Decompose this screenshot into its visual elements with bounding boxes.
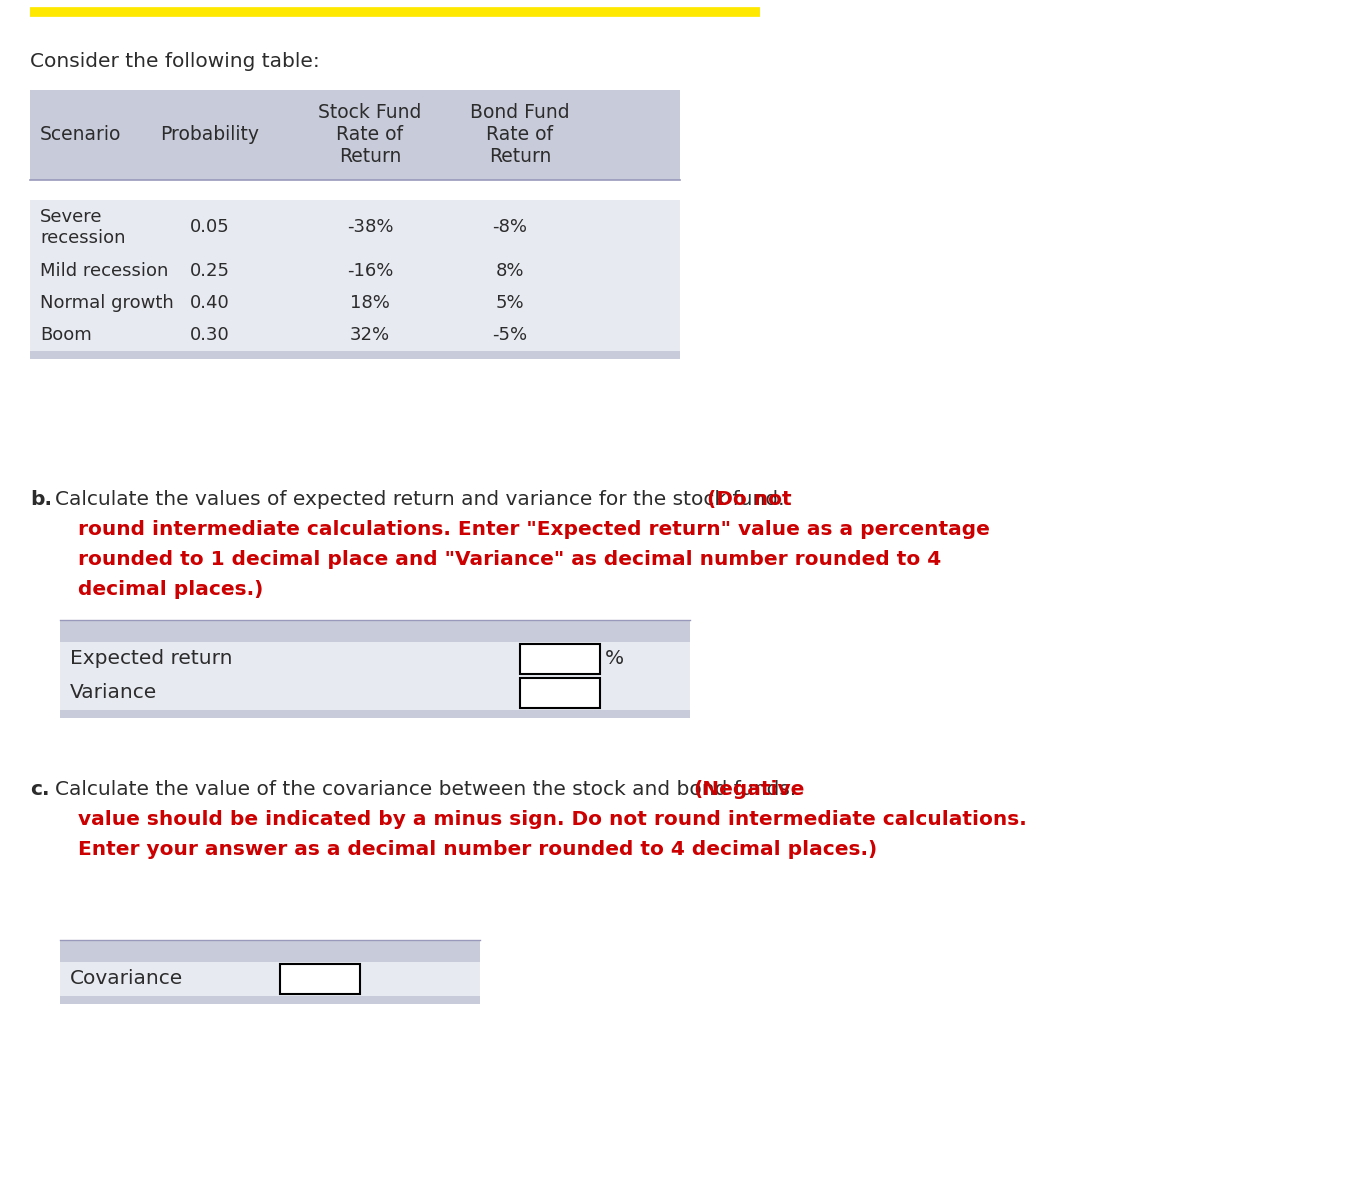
Text: -38%: -38% xyxy=(346,219,393,237)
Text: 18%: 18% xyxy=(350,294,390,312)
Text: 0.40: 0.40 xyxy=(190,294,230,312)
Bar xyxy=(520,678,600,708)
Text: -8%: -8% xyxy=(493,219,527,237)
Bar xyxy=(30,255,680,287)
Bar xyxy=(30,350,680,359)
Text: 0.25: 0.25 xyxy=(190,262,230,280)
Text: Bond Fund
Rate of
Return: Bond Fund Rate of Return xyxy=(470,104,570,166)
Text: Covariance: Covariance xyxy=(70,970,183,989)
Text: Consider the following table:: Consider the following table: xyxy=(30,51,320,71)
Bar xyxy=(60,996,481,1003)
Text: b.: b. xyxy=(30,490,52,509)
Text: -16%: -16% xyxy=(346,262,393,280)
Bar xyxy=(30,287,680,319)
Text: (Negative: (Negative xyxy=(693,780,805,799)
Text: rounded to 1 decimal place and "Variance" as decimal number rounded to 4: rounded to 1 decimal place and "Variance… xyxy=(78,550,942,569)
Text: value should be indicated by a minus sign. Do not round intermediate calculation: value should be indicated by a minus sig… xyxy=(78,810,1027,829)
Text: c.: c. xyxy=(30,780,49,799)
Text: Stock Fund
Rate of
Return: Stock Fund Rate of Return xyxy=(319,104,422,166)
Text: Expected return: Expected return xyxy=(70,649,233,669)
Text: Enter your answer as a decimal number rounded to 4 decimal places.): Enter your answer as a decimal number ro… xyxy=(78,840,878,859)
Text: Probability: Probability xyxy=(160,126,260,145)
Bar xyxy=(520,643,600,675)
Bar xyxy=(60,676,690,710)
Bar xyxy=(30,90,680,181)
Text: 0.30: 0.30 xyxy=(190,327,230,344)
Text: 5%: 5% xyxy=(496,294,524,312)
Text: Variance: Variance xyxy=(70,683,157,702)
Text: -5%: -5% xyxy=(493,327,527,344)
Bar xyxy=(60,710,690,718)
Bar xyxy=(60,642,690,676)
Text: Normal growth: Normal growth xyxy=(40,294,174,312)
Text: Severe
recession: Severe recession xyxy=(40,208,126,246)
Text: (Do not: (Do not xyxy=(706,490,791,509)
Text: 32%: 32% xyxy=(350,327,390,344)
Bar xyxy=(30,200,680,255)
Bar xyxy=(281,964,360,994)
Text: Scenario: Scenario xyxy=(40,126,120,145)
Bar xyxy=(60,940,481,962)
Text: decimal places.): decimal places.) xyxy=(78,580,263,599)
Text: Boom: Boom xyxy=(40,327,92,344)
Text: 8%: 8% xyxy=(496,262,524,280)
Bar xyxy=(30,319,680,350)
Text: Mild recession: Mild recession xyxy=(40,262,168,280)
Text: round intermediate calculations. Enter "Expected return" value as a percentage: round intermediate calculations. Enter "… xyxy=(78,520,990,539)
Text: 0.05: 0.05 xyxy=(190,219,230,237)
Text: Calculate the values of expected return and variance for the stock fund.: Calculate the values of expected return … xyxy=(55,490,791,509)
Text: %: % xyxy=(605,649,624,669)
Bar xyxy=(60,962,481,996)
Bar xyxy=(60,620,690,642)
Text: Calculate the value of the covariance between the stock and bond funds.: Calculate the value of the covariance be… xyxy=(55,780,802,799)
